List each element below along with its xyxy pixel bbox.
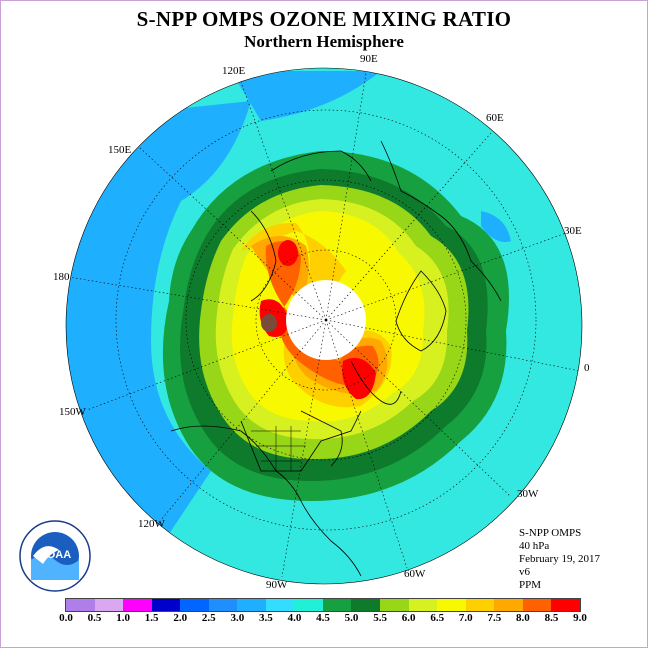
meridian-30w (325, 319, 511, 497)
ozone-field (66, 68, 581, 578)
scale-cell (465, 599, 495, 611)
lon-180: 180 (53, 271, 70, 283)
scale-cell (322, 599, 352, 611)
meridian-120e (239, 78, 327, 321)
coastline-usa (240, 410, 362, 472)
scale-tick-label: 1.5 (144, 612, 159, 624)
lon-150w: 150W (59, 406, 87, 418)
scale-tick-label: 5.0 (344, 612, 359, 624)
meridian-150w (86, 319, 327, 411)
scale-cell (380, 599, 409, 611)
meridian-60w (325, 319, 408, 569)
page-subtitle: Northern Hemisphere (244, 32, 404, 51)
scale-tick-label: 0.5 (87, 612, 102, 624)
scale-tick-label: 7.0 (458, 612, 473, 624)
scale-tick-label: 8.0 (516, 612, 530, 624)
scale-tick-label: 6.5 (430, 612, 445, 624)
latitude-circle-60 (185, 179, 467, 461)
scale-cell (94, 599, 124, 611)
meridian-30e (325, 232, 567, 321)
scale-tick-label: 9.0 (573, 612, 587, 624)
max-region-1 (278, 240, 298, 266)
lon-120e: 120E (222, 65, 246, 77)
lon-90e: 90E (360, 53, 378, 65)
scale-tick-label: 1.0 (116, 612, 130, 624)
state-boundaries (251, 426, 306, 471)
scale-cell (208, 599, 238, 611)
page-title: S-NPP OMPS OZONE MIXING RATIO (136, 7, 512, 31)
coastline-europe (395, 270, 447, 352)
scale-cell (180, 599, 209, 611)
coastline-alaska (250, 210, 277, 302)
graticule (68, 68, 581, 578)
max-region-3 (342, 357, 376, 400)
scale-cell (151, 599, 181, 611)
lon-150e: 150E (108, 144, 132, 156)
scale-tick-label: 8.5 (544, 612, 559, 624)
lon-0: 0 (584, 362, 590, 374)
scale-cell (408, 599, 438, 611)
lon-90w: 90W (266, 579, 288, 591)
latitude-circle-80 (255, 249, 397, 391)
lon-60w: 60W (404, 568, 426, 580)
boundary-lines (251, 426, 306, 471)
info-instrument: S-NPP OMPS (519, 527, 582, 539)
coastlines (170, 140, 502, 577)
scale-tick-label: 5.5 (373, 612, 387, 624)
scale-cell (551, 599, 580, 611)
low-ozone-region-north (231, 71, 381, 121)
scale-tick-label: 4.5 (316, 612, 330, 624)
scale-tick-label: 6.0 (401, 612, 416, 624)
meridian-120w (160, 319, 327, 521)
meridian-90e (325, 68, 368, 321)
contour-8-0 (265, 241, 379, 387)
color-scale (65, 598, 581, 612)
meridian-150e (138, 146, 327, 321)
coastline-east-coast (300, 410, 343, 467)
info-pressure: 40 hPa (519, 540, 550, 552)
info-date: February 19, 2017 (519, 553, 600, 565)
coastline-siberia (270, 150, 372, 182)
scale-tick-label: 7.5 (487, 612, 502, 624)
scale-tick-label: 2.0 (173, 612, 188, 624)
coastline-greenland (350, 360, 402, 405)
scale-tick-label: 3.0 (230, 612, 245, 624)
scale-tick-label: 3.5 (259, 612, 273, 624)
lon-60e: 60E (486, 112, 504, 124)
logo-text: NOAA (39, 549, 71, 561)
scale-cell (522, 599, 552, 611)
scale-cell (294, 599, 323, 611)
map-border (65, 67, 583, 585)
coastline-asia (380, 140, 502, 302)
low-ozone-spot (481, 211, 511, 242)
scale-cell (237, 599, 266, 611)
scale-cell (351, 599, 381, 611)
max-region-4 (261, 314, 277, 332)
longitude-labels: 90E 120E 60E 150E 30E 180 0 150W 30W 120… (53, 53, 590, 591)
info-block: S-NPP OMPS 40 hPa February 19, 2017 v6 P… (519, 527, 600, 592)
info-version: v6 (519, 566, 530, 578)
scale-cell (265, 599, 295, 611)
scale-tick-label: 4.0 (287, 612, 302, 624)
info-units: PPM (519, 579, 542, 591)
scale-cell (123, 599, 152, 611)
scale-tick-label: 0.0 (59, 612, 73, 624)
scale-cell (66, 599, 95, 611)
scale-cell (437, 599, 466, 611)
meridian-180 (68, 276, 327, 321)
color-scale-labels: 0.0 0.5 1.0 1.5 2.0 2.5 3.0 3.5 4.0 4.5 5.0 5.5 6.0 6… (1, 612, 647, 626)
scale-tick-label: 2.5 (201, 612, 216, 624)
noaa-logo: NOAA (19, 520, 91, 592)
meridian-90w (281, 319, 327, 578)
meridian-60e (325, 124, 499, 321)
coastline-north-america (170, 425, 362, 577)
scale-cell (494, 599, 523, 611)
lon-30w: 30W (517, 488, 539, 500)
lon-120w: 120W (138, 518, 166, 530)
latitude-circle-40 (115, 109, 537, 531)
lon-30e: 30E (564, 225, 582, 237)
